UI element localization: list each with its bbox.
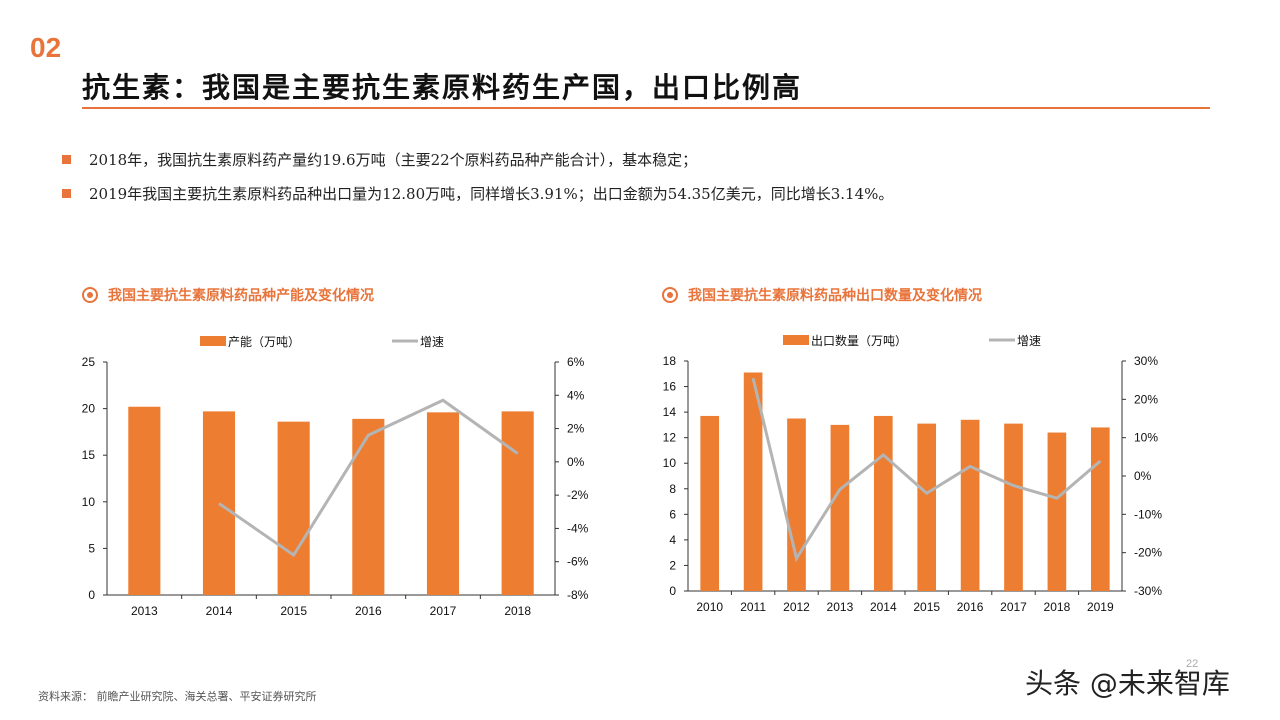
left-tick-label: 15 xyxy=(82,448,96,462)
right-tick-label: -6% xyxy=(567,555,589,569)
source-note: 资料来源： 前瞻产业研究院、海关总署、平安证券研究所 xyxy=(38,690,317,703)
left-tick-label: 25 xyxy=(82,355,96,369)
left-tick-label: 8 xyxy=(669,482,676,496)
left-tick-label: 14 xyxy=(663,405,677,419)
left-tick-label: 18 xyxy=(663,354,677,368)
bar xyxy=(426,412,460,595)
bar xyxy=(352,418,385,595)
x-tick-label: 2015 xyxy=(913,600,940,614)
bullet-2: 2019年我国主要抗生素原料药品种出口量为12.80万吨，同样增长3.91%；出… xyxy=(62,183,893,204)
target-icon xyxy=(82,287,98,303)
chart1-title-text: 我国主要抗生素原料药品种产能及变化情况 xyxy=(108,288,374,304)
left-tick-label: 4 xyxy=(669,533,676,547)
right-tick-label: -2% xyxy=(567,488,589,502)
right-tick-label: -10% xyxy=(1134,507,1162,521)
left-tick-label: 5 xyxy=(88,541,95,555)
title-divider xyxy=(82,107,1210,109)
x-tick-label: 2010 xyxy=(696,600,723,614)
right-tick-label: 6% xyxy=(567,355,585,369)
legend-line-label: 增速 xyxy=(1017,334,1041,348)
page-title: 抗生素：我国是主要抗生素原料药生产国，出口比例高 xyxy=(82,71,803,104)
right-tick-label: -30% xyxy=(1134,584,1162,598)
left-tick-label: 0 xyxy=(88,588,95,602)
bar xyxy=(128,406,161,595)
left-tick-label: 0 xyxy=(669,584,676,598)
bar xyxy=(202,411,236,595)
bullet-square-icon xyxy=(62,155,71,164)
legend-bar-label: 出口数量（万吨） xyxy=(811,333,907,348)
bullet-square-icon xyxy=(62,189,71,198)
bar xyxy=(830,424,850,591)
x-tick-label: 2017 xyxy=(1000,600,1027,614)
right-tick-label: 2% xyxy=(567,422,585,436)
bar xyxy=(1004,423,1023,591)
x-tick-label: 2014 xyxy=(206,604,233,618)
bar xyxy=(787,418,806,591)
bar xyxy=(960,419,980,591)
right-tick-label: 20% xyxy=(1134,392,1158,406)
chart2-title-text: 我国主要抗生素原料药品种出口数量及变化情况 xyxy=(688,288,982,304)
right-tick-label: -4% xyxy=(567,521,589,535)
left-tick-label: 12 xyxy=(663,431,677,445)
x-tick-label: 2018 xyxy=(1044,600,1071,614)
chart1-title: 我国主要抗生素原料药品种产能及变化情况 xyxy=(82,285,374,305)
x-tick-label: 2019 xyxy=(1087,600,1114,614)
target-icon xyxy=(662,287,678,303)
right-tick-label: 0% xyxy=(567,455,585,469)
right-tick-label: 10% xyxy=(1134,431,1158,445)
left-tick-label: 6 xyxy=(669,507,676,521)
legend-bar-swatch xyxy=(200,336,226,346)
bullet-1: 2018年，我国抗生素原料药产量约19.6万吨（主要22个原料药品种产能合计），… xyxy=(62,149,697,170)
page-number: 22 xyxy=(1186,658,1199,670)
bar xyxy=(1090,427,1110,591)
bar xyxy=(1047,432,1067,591)
watermark: 头条 @未来智库 xyxy=(1025,667,1230,700)
left-tick-label: 2 xyxy=(669,558,676,572)
x-tick-label: 2015 xyxy=(280,604,307,618)
right-tick-label: 0% xyxy=(1134,469,1152,483)
left-tick-label: 10 xyxy=(663,456,677,470)
bar xyxy=(743,372,763,591)
bar xyxy=(917,423,937,591)
legend-line-label: 增速 xyxy=(420,335,444,349)
bar xyxy=(277,421,310,595)
legend-bar-label: 产能（万吨） xyxy=(228,335,300,349)
right-tick-label: -8% xyxy=(567,588,589,602)
x-tick-label: 2013 xyxy=(131,604,158,618)
growth-line xyxy=(218,398,519,558)
right-tick-label: 4% xyxy=(567,388,585,402)
left-tick-label: 20 xyxy=(82,402,96,416)
x-tick-label: 2014 xyxy=(870,600,897,614)
bar xyxy=(501,411,534,595)
bar xyxy=(700,415,720,591)
bullet-text: 2019年我国主要抗生素原料药品种出口量为12.80万吨，同样增长3.91%；出… xyxy=(89,185,894,203)
x-tick-label: 2017 xyxy=(430,604,457,618)
legend-bar-swatch xyxy=(783,335,809,345)
x-tick-label: 2016 xyxy=(957,600,984,614)
bar xyxy=(873,415,893,591)
x-tick-label: 2012 xyxy=(783,600,810,614)
x-tick-label: 2011 xyxy=(740,600,766,614)
left-tick-label: 16 xyxy=(663,380,677,394)
right-tick-label: 30% xyxy=(1134,354,1158,368)
x-tick-label: 2018 xyxy=(504,604,531,618)
bullet-text: 2018年，我国抗生素原料药产量约19.6万吨（主要22个原料药品种产能合计），… xyxy=(89,151,698,169)
chart2-title: 我国主要抗生素原料药品种出口数量及变化情况 xyxy=(662,285,982,305)
growth-line xyxy=(751,377,1102,563)
left-tick-label: 10 xyxy=(82,495,96,509)
section-number: 02 xyxy=(30,32,62,63)
x-tick-label: 2013 xyxy=(827,600,854,614)
right-tick-label: -20% xyxy=(1134,546,1162,560)
x-tick-label: 2016 xyxy=(355,604,382,618)
